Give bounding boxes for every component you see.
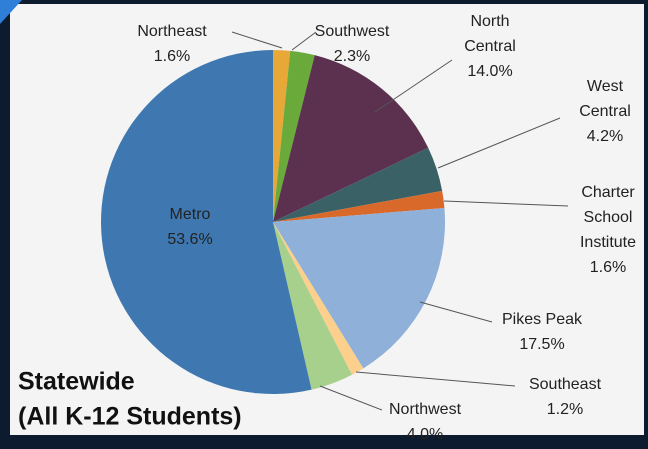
leader-line: [291, 31, 317, 51]
chart-subtitle: (All K-12 Students): [18, 403, 242, 431]
slice-label: Northeast: [137, 23, 207, 40]
pie-slice: [273, 222, 353, 390]
slice-label: Southwest: [315, 23, 390, 40]
value-label: 4.0%: [407, 426, 443, 443]
value-label: 17.5%: [519, 336, 564, 353]
slice-label: Metro: [170, 206, 211, 223]
slice-label: West Central: [579, 78, 631, 120]
leader-line: [437, 117, 561, 169]
pie-slice: [273, 50, 291, 222]
value-label: 1.6%: [590, 259, 626, 276]
pie-slice: [273, 207, 446, 369]
leader-line: [443, 200, 569, 207]
pie-slice: [273, 222, 364, 375]
pie-slice: [273, 147, 443, 222]
slice-label: North Central: [464, 13, 516, 55]
value-label: 4.2%: [587, 128, 623, 145]
leader-line: [374, 59, 453, 113]
pie-slice: [100, 50, 312, 394]
corner-accent: [0, 0, 22, 24]
value-label: 2.3%: [334, 48, 370, 65]
leader-line: [231, 31, 283, 49]
pie-slice: [273, 55, 429, 222]
leader-line: [419, 301, 493, 323]
value-label: 1.2%: [547, 401, 583, 418]
chart-title: Statewide: [18, 368, 135, 396]
slice-label: Southeast: [529, 376, 602, 393]
leader-line: [319, 385, 383, 411]
slice-label: Northwest: [389, 401, 462, 418]
slice-label: Pikes Peak: [502, 311, 583, 328]
pie-slice: [273, 190, 445, 222]
value-label: 14.0%: [467, 63, 512, 80]
slice-label: Charter School Institute: [580, 184, 636, 251]
value-label: 53.6%: [167, 231, 212, 248]
leader-line: [355, 371, 516, 387]
pie: [100, 50, 446, 394]
pie-slice: [273, 50, 315, 222]
value-label: 1.6%: [154, 48, 190, 65]
